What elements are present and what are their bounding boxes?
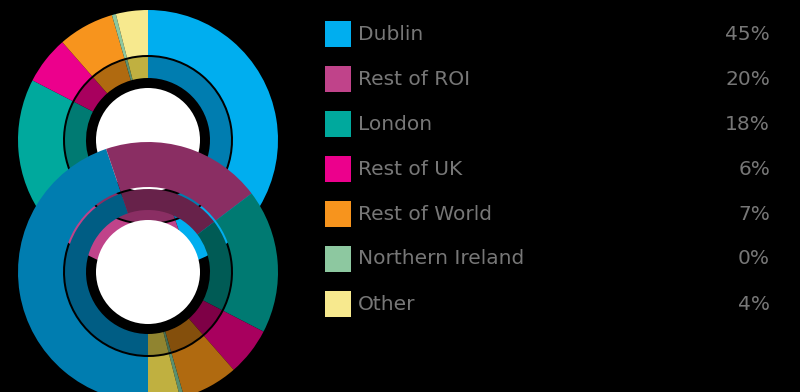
Text: Rest of UK: Rest of UK	[358, 160, 462, 178]
Wedge shape	[94, 60, 130, 93]
Wedge shape	[74, 78, 107, 112]
Bar	[325, 246, 351, 272]
Wedge shape	[116, 10, 148, 58]
Wedge shape	[18, 80, 80, 218]
Wedge shape	[62, 15, 125, 76]
Circle shape	[96, 220, 200, 324]
Text: Dublin: Dublin	[358, 25, 423, 44]
Bar	[325, 111, 351, 137]
Text: London: London	[358, 114, 432, 134]
Wedge shape	[112, 14, 127, 58]
Wedge shape	[65, 193, 148, 355]
Circle shape	[96, 88, 200, 192]
Wedge shape	[148, 354, 180, 392]
Wedge shape	[33, 42, 92, 101]
Wedge shape	[45, 191, 190, 270]
Wedge shape	[166, 319, 202, 352]
Text: Northern Ireland: Northern Ireland	[358, 249, 524, 269]
Text: 20%: 20%	[725, 69, 770, 89]
Wedge shape	[148, 57, 231, 219]
Wedge shape	[163, 332, 171, 352]
Text: 4%: 4%	[738, 294, 770, 314]
Wedge shape	[82, 178, 174, 223]
Text: 18%: 18%	[725, 114, 770, 134]
Text: 6%: 6%	[738, 160, 770, 178]
Text: Rest of World: Rest of World	[358, 205, 492, 223]
Wedge shape	[122, 189, 214, 234]
Wedge shape	[216, 194, 278, 332]
Wedge shape	[148, 332, 169, 355]
Bar	[325, 291, 351, 317]
Wedge shape	[169, 354, 184, 392]
Wedge shape	[148, 10, 278, 263]
Text: Rest of ROI: Rest of ROI	[358, 69, 470, 89]
Wedge shape	[171, 336, 234, 392]
Text: 0%: 0%	[738, 249, 770, 269]
Wedge shape	[18, 149, 148, 392]
Bar	[325, 201, 351, 227]
Bar	[325, 156, 351, 182]
Text: Other: Other	[358, 294, 415, 314]
Wedge shape	[127, 57, 148, 80]
Wedge shape	[125, 60, 133, 80]
Wedge shape	[204, 311, 263, 370]
Text: 7%: 7%	[738, 205, 770, 223]
Wedge shape	[65, 102, 98, 190]
Wedge shape	[189, 300, 222, 334]
Bar	[325, 21, 351, 47]
Text: 45%: 45%	[726, 25, 770, 44]
Bar	[325, 66, 351, 92]
Wedge shape	[106, 142, 251, 221]
Wedge shape	[198, 222, 231, 310]
